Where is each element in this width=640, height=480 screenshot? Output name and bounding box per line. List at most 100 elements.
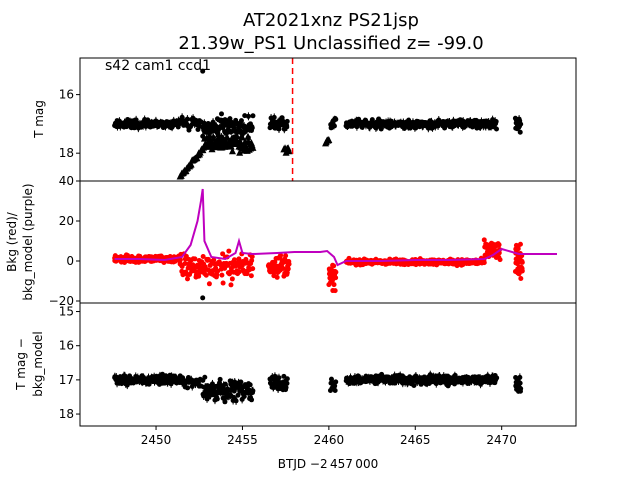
outlier-point [200, 68, 206, 74]
data-point [494, 126, 500, 132]
data-point-triangle [236, 137, 244, 145]
bkg-point [515, 246, 521, 252]
y-axis-label-bkg-line2: bkg_model (purple) [21, 183, 35, 300]
bkg-point [203, 272, 209, 278]
data-point [222, 117, 228, 123]
y-tick-label: 18 [59, 146, 74, 160]
data-point [250, 388, 256, 394]
bkg-point [333, 269, 339, 275]
bkg-point [518, 275, 524, 281]
bkg-point [200, 254, 206, 260]
data-point [249, 125, 255, 131]
bkg-point [497, 257, 503, 263]
data-point [276, 375, 282, 381]
y-tick-label: 15 [59, 305, 74, 319]
y-axis-label-resid-line2: bkg_model [31, 331, 45, 397]
bkg-point [196, 273, 202, 279]
x-tick-label: 2465 [400, 433, 431, 447]
data-point-triangle [285, 147, 293, 155]
data-point [494, 375, 500, 381]
data-point [185, 385, 191, 391]
bkg-point [519, 259, 525, 265]
data-point [332, 387, 338, 393]
data-point-triangle [249, 143, 257, 151]
y-tick-label: 16 [59, 88, 74, 102]
bkg-point [517, 241, 523, 247]
y-tick-label: 16 [59, 339, 74, 353]
bkg-point [192, 268, 198, 274]
data-point [217, 376, 223, 382]
data-point [284, 376, 290, 382]
y-tick-label: 40 [59, 174, 74, 188]
bkg-point [496, 242, 502, 248]
bkg-point [248, 273, 254, 279]
bkg-point [250, 266, 256, 272]
data-point [518, 121, 524, 127]
bkg-point [519, 268, 525, 274]
data-point [214, 396, 220, 402]
plot-area [112, 188, 557, 294]
data-point-triangle [233, 132, 241, 140]
data-point [333, 116, 339, 122]
axes-frame [79, 302, 577, 427]
bkg-point [207, 262, 213, 268]
data-point [247, 382, 253, 388]
bkg-point [185, 276, 191, 282]
bkg-point [236, 256, 242, 262]
bkg-point [228, 282, 234, 288]
background-panel: 40 20 0 −20 [49, 174, 577, 308]
data-point [219, 111, 225, 117]
bkg-point [192, 256, 198, 262]
y-tick-label: 17 [59, 373, 74, 387]
y-axis-label-bkg-line1: Bkg (red)/ [5, 211, 19, 272]
y-axis-label-tmag: T mag [32, 100, 46, 139]
panel-annotation: s42 cam1 ccd1 [105, 58, 211, 74]
data-point [332, 383, 338, 389]
bkg-point [211, 257, 217, 263]
data-point [249, 397, 255, 403]
y-axis-label-tmag-minus-bkg: T mag − bkg_model [14, 331, 45, 397]
outlier-point [200, 295, 206, 301]
data-point [518, 386, 524, 392]
bkg-point [249, 254, 255, 260]
bkg-point [278, 252, 284, 258]
data-point-triangle [236, 148, 244, 156]
data-point [271, 114, 277, 120]
bkg-point [333, 275, 339, 281]
y-axis-label-resid-line1: T mag − [14, 338, 28, 391]
bkg-point [206, 281, 212, 287]
bkg-point [283, 253, 289, 259]
data-point [283, 384, 289, 390]
data-point [238, 118, 244, 124]
data-point [331, 123, 337, 129]
bkg-point [331, 282, 337, 288]
bkg-point [286, 261, 292, 267]
data-point-triangle [325, 135, 333, 143]
data-point-triangle [209, 134, 217, 142]
data-point-triangle [228, 147, 236, 155]
bkg-point [249, 258, 255, 264]
data-point [517, 380, 523, 386]
bkg-point [220, 280, 226, 286]
data-point [235, 392, 241, 398]
title-line-1: AT2021xnz PS21jsp [243, 10, 419, 31]
data-point [284, 118, 290, 124]
data-point [333, 379, 339, 385]
bkg-point [220, 251, 226, 257]
y-tick-label: −20 [49, 294, 74, 308]
data-point [222, 381, 228, 387]
data-point [184, 116, 190, 122]
data-point [233, 398, 239, 404]
tmag-minus-bkg-panel: 15 16 17 18 2450 2455 2460 2465 2470 [59, 295, 577, 447]
bkg-point [236, 269, 242, 275]
y-tick-label: 0 [66, 254, 74, 268]
data-point [242, 113, 248, 119]
bkg-point [219, 272, 225, 278]
data-point [250, 113, 256, 119]
bkg-point [331, 263, 337, 269]
bkg-model-line [114, 188, 557, 267]
data-point-triangle [238, 133, 246, 141]
data-point [202, 374, 208, 380]
